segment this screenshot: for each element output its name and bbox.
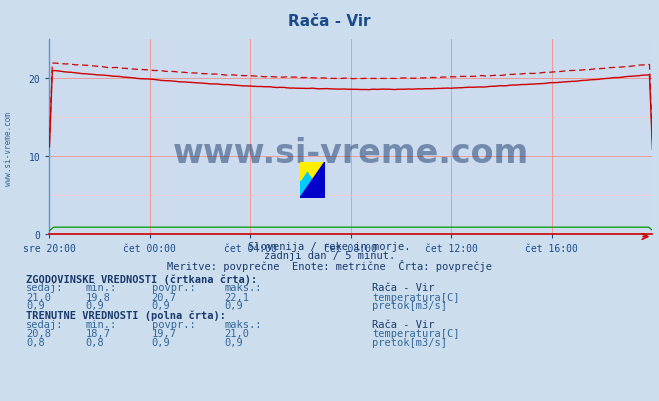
Text: 0,8: 0,8 xyxy=(26,337,45,347)
Text: 0,9: 0,9 xyxy=(224,301,243,311)
Polygon shape xyxy=(300,162,325,198)
Text: TRENUTNE VREDNOSTI (polna črta):: TRENUTNE VREDNOSTI (polna črta): xyxy=(26,310,226,320)
Text: 0,9: 0,9 xyxy=(26,301,45,311)
Polygon shape xyxy=(300,162,312,180)
Text: povpr.:: povpr.: xyxy=(152,283,195,293)
Text: 0,9: 0,9 xyxy=(152,337,170,347)
Text: sedaj:: sedaj: xyxy=(26,319,64,329)
Text: www.si-vreme.com: www.si-vreme.com xyxy=(4,111,13,185)
Text: zadnji dan / 5 minut.: zadnji dan / 5 minut. xyxy=(264,251,395,261)
Text: 0,9: 0,9 xyxy=(152,301,170,311)
Text: 0,8: 0,8 xyxy=(86,337,104,347)
Text: maks.:: maks.: xyxy=(224,283,262,293)
Text: temperatura[C]: temperatura[C] xyxy=(372,328,460,338)
Text: 19,7: 19,7 xyxy=(152,328,177,338)
Text: 0,9: 0,9 xyxy=(224,337,243,347)
Text: 21,0: 21,0 xyxy=(26,292,51,302)
Text: 0,9: 0,9 xyxy=(86,301,104,311)
Text: temperatura[C]: temperatura[C] xyxy=(372,292,460,302)
Text: 20,7: 20,7 xyxy=(152,292,177,302)
Text: 18,7: 18,7 xyxy=(86,328,111,338)
Text: ZGODOVINSKE VREDNOSTI (črtkana črta):: ZGODOVINSKE VREDNOSTI (črtkana črta): xyxy=(26,273,258,284)
Text: www.si-vreme.com: www.si-vreme.com xyxy=(173,136,529,169)
Text: 22,1: 22,1 xyxy=(224,292,249,302)
Text: min.:: min.: xyxy=(86,283,117,293)
Polygon shape xyxy=(300,162,325,198)
Text: 21,0: 21,0 xyxy=(224,328,249,338)
Text: povpr.:: povpr.: xyxy=(152,319,195,329)
Text: Meritve: povprečne  Enote: metrične  Črta: povprečje: Meritve: povprečne Enote: metrične Črta:… xyxy=(167,260,492,272)
Polygon shape xyxy=(300,162,325,180)
Text: min.:: min.: xyxy=(86,319,117,329)
Text: Slovenija / reke in morje.: Slovenija / reke in morje. xyxy=(248,241,411,251)
Text: maks.:: maks.: xyxy=(224,319,262,329)
Text: pretok[m3/s]: pretok[m3/s] xyxy=(372,301,447,311)
Text: Rača - Vir: Rača - Vir xyxy=(372,319,435,329)
Text: Rača - Vir: Rača - Vir xyxy=(288,14,371,29)
Text: pretok[m3/s]: pretok[m3/s] xyxy=(372,337,447,347)
Text: sedaj:: sedaj: xyxy=(26,283,64,293)
Text: 19,8: 19,8 xyxy=(86,292,111,302)
Text: 20,8: 20,8 xyxy=(26,328,51,338)
Text: Rača - Vir: Rača - Vir xyxy=(372,283,435,293)
